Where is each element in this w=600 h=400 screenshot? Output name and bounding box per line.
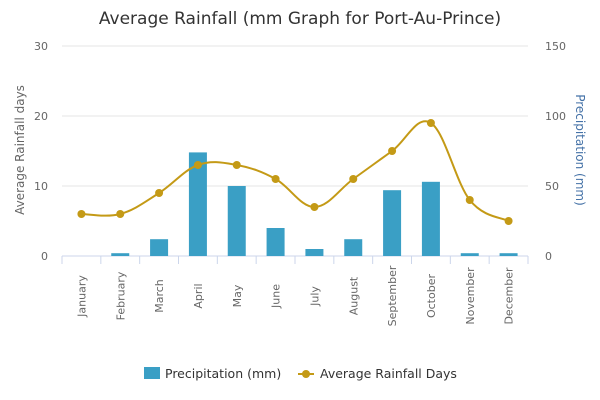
bar[interactable]: [111, 253, 130, 256]
grid-lines: [61, 45, 529, 264]
left-tick-label: 10: [34, 180, 48, 193]
right-tick-label: 50: [545, 180, 559, 193]
bar[interactable]: [499, 253, 518, 256]
line-point[interactable]: [271, 175, 280, 183]
bar[interactable]: [188, 152, 207, 256]
legend[interactable]: Precipitation (mm) Average Rainfall Days: [144, 366, 457, 381]
legend-swatch-marker: [302, 370, 310, 378]
x-axis-labels: January February March April May June July Augu…: [75, 265, 515, 326]
chart-title: Average Rainfall (mm Graph for Port-Au-P…: [99, 9, 501, 29]
line-point[interactable]: [349, 175, 358, 183]
legend-item-precipitation[interactable]: Precipitation (mm): [144, 366, 281, 381]
bar[interactable]: [383, 190, 402, 256]
precipitation-bars: [111, 152, 518, 256]
x-tick-label: August: [347, 276, 360, 315]
series-line: [81, 120, 510, 222]
legend-label-precipitation: Precipitation (mm): [165, 366, 281, 381]
x-tick-label: April: [192, 283, 205, 308]
line-point[interactable]: [465, 196, 474, 204]
x-tick-label: January: [75, 275, 88, 318]
line-point[interactable]: [504, 217, 513, 225]
x-tick-label: July: [308, 286, 321, 307]
x-tick-label: October: [425, 274, 438, 318]
x-tick-label: September: [386, 265, 399, 326]
x-tick-label: May: [231, 284, 244, 307]
line-point[interactable]: [426, 119, 435, 127]
x-tick-label: June: [270, 284, 283, 309]
legend-swatch-bar: [144, 367, 160, 379]
left-tick-label: 0: [41, 250, 48, 263]
bar[interactable]: [227, 186, 246, 256]
bar[interactable]: [460, 253, 479, 256]
right-axis-ticks: 0 50 100 150: [545, 40, 566, 263]
line-point[interactable]: [116, 210, 125, 218]
bar[interactable]: [150, 239, 169, 256]
line-point[interactable]: [155, 189, 164, 197]
line-point[interactable]: [388, 147, 397, 155]
bar[interactable]: [266, 228, 285, 256]
legend-item-rainfall-days[interactable]: Average Rainfall Days: [298, 366, 457, 381]
bar[interactable]: [305, 249, 324, 256]
left-tick-label: 30: [34, 40, 48, 53]
line-point[interactable]: [77, 210, 86, 218]
right-tick-label: 100: [545, 110, 566, 123]
left-axis-title: Average Rainfall days: [13, 85, 27, 215]
right-tick-label: 0: [545, 250, 552, 263]
right-axis-title: Precipitation (mm): [573, 94, 587, 206]
line-point[interactable]: [310, 203, 319, 211]
x-tick-label: November: [464, 267, 477, 325]
line-point[interactable]: [232, 161, 241, 169]
bar[interactable]: [344, 239, 363, 256]
left-axis-ticks: 0 10 20 30: [34, 40, 48, 263]
x-tick-label: February: [114, 271, 127, 320]
x-tick-label: December: [503, 267, 516, 325]
left-tick-label: 20: [34, 110, 48, 123]
legend-label-rainfall-days: Average Rainfall Days: [320, 366, 457, 381]
line-point[interactable]: [193, 161, 202, 169]
bar[interactable]: [421, 181, 440, 256]
right-tick-label: 150: [545, 40, 566, 53]
rainfall-days-line: [77, 119, 513, 225]
x-tick-label: March: [153, 279, 166, 313]
